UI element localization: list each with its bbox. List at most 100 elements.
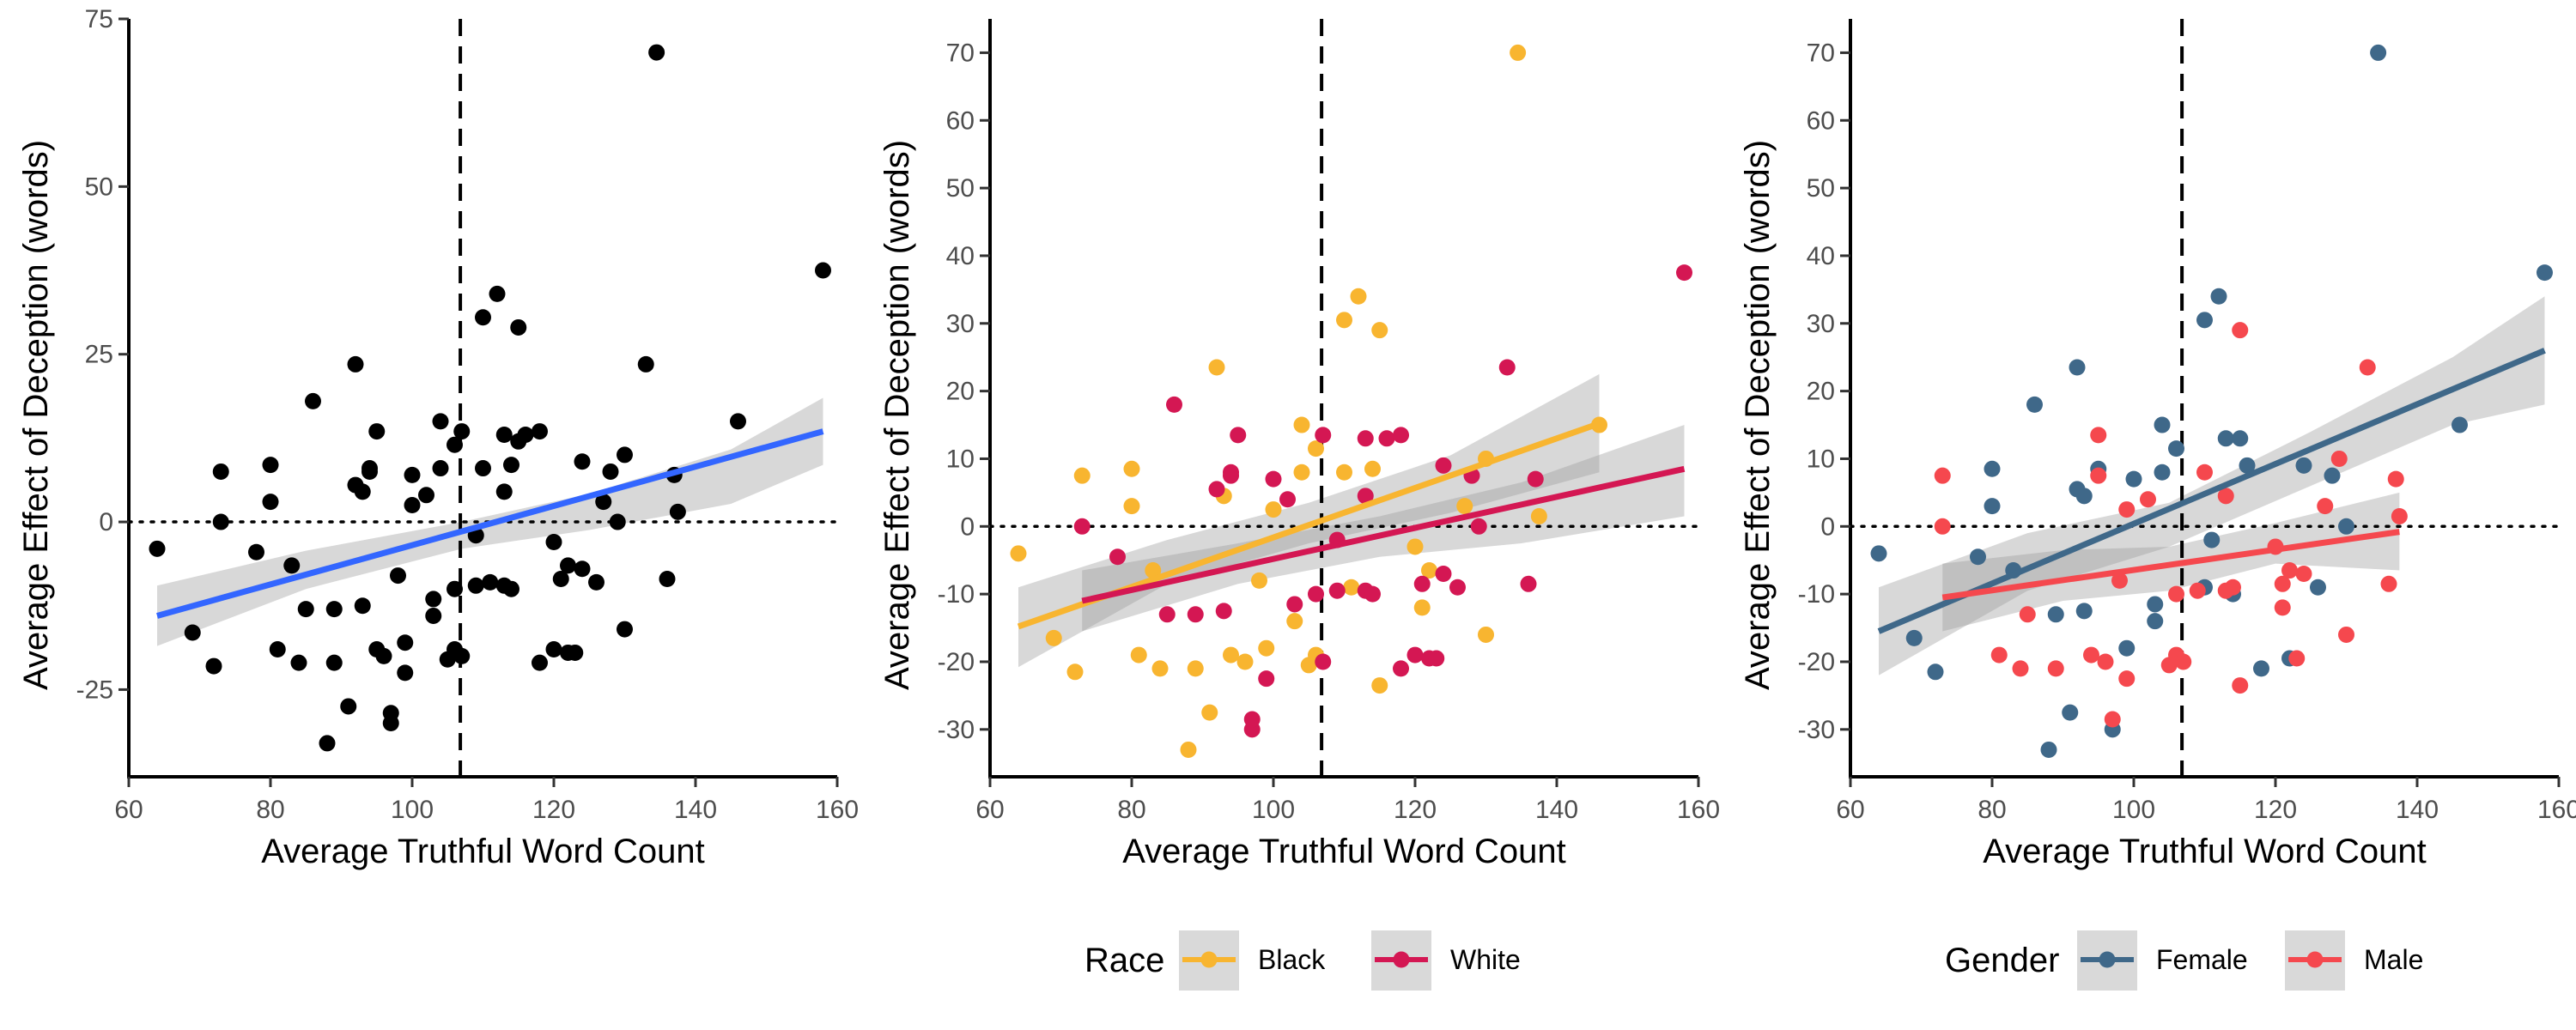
data-point bbox=[2140, 491, 2156, 508]
data-point bbox=[1934, 467, 1951, 484]
y-tick-label: 40 bbox=[1807, 242, 1835, 270]
data-point bbox=[1073, 518, 1091, 535]
data-point bbox=[1371, 322, 1388, 339]
data-point bbox=[1984, 460, 2001, 477]
legend-entry: Black bbox=[1179, 930, 1326, 991]
data-point bbox=[2274, 599, 2291, 616]
data-point bbox=[532, 423, 548, 440]
data-point bbox=[2387, 470, 2404, 488]
y-tick-label: 10 bbox=[946, 445, 975, 473]
y-tick-label: -20 bbox=[938, 648, 975, 676]
chart-panel-3: 60 80 100 120 140 160 -30 -20 -10 0 10 20 30 40 50 60 70… bbox=[1739, 19, 2576, 991]
regression-line-2 bbox=[1081, 465, 1686, 604]
legend-key-point bbox=[1200, 951, 1218, 968]
data-point bbox=[425, 607, 442, 624]
data-point bbox=[1293, 416, 1310, 433]
data-point bbox=[1265, 470, 1282, 488]
data-point bbox=[2040, 741, 2057, 758]
data-point bbox=[1357, 488, 1374, 505]
x-axis-label: Average Truthful Word Count bbox=[261, 833, 705, 870]
data-point bbox=[432, 413, 449, 430]
data-point bbox=[659, 570, 676, 587]
data-point bbox=[2217, 430, 2234, 447]
data-point bbox=[1934, 518, 1951, 535]
data-point bbox=[574, 453, 591, 470]
data-point bbox=[205, 657, 222, 675]
data-point bbox=[1158, 606, 1176, 623]
data-point bbox=[532, 654, 548, 671]
data-point bbox=[453, 423, 471, 440]
data-point bbox=[2196, 312, 2213, 329]
chart-panel-2: 60 80 100 120 140 160 -30 -20 -10 0 10 20 30 40 50 60 70… bbox=[878, 19, 1720, 991]
data-point bbox=[397, 664, 414, 682]
y-tick-label: 60 bbox=[946, 106, 975, 135]
data-point bbox=[730, 413, 746, 430]
y-tick-label: 60 bbox=[1807, 106, 1835, 135]
regression-line-2 bbox=[1941, 529, 2400, 601]
data-point bbox=[1187, 606, 1204, 623]
data-point bbox=[1421, 562, 1437, 579]
x-tick-label: 140 bbox=[1535, 796, 1578, 824]
data-point bbox=[2317, 498, 2334, 515]
data-point bbox=[503, 580, 519, 597]
data-point bbox=[2062, 704, 2079, 721]
data-point bbox=[2338, 626, 2354, 643]
data-point bbox=[560, 557, 576, 574]
data-point bbox=[404, 466, 421, 483]
y-tick-label: 20 bbox=[1807, 378, 1835, 406]
data-point bbox=[1123, 498, 1140, 515]
legend-entry: Female bbox=[2077, 930, 2248, 991]
data-point bbox=[2288, 650, 2306, 667]
y-tick-label: 30 bbox=[946, 310, 975, 338]
data-point bbox=[2047, 660, 2064, 677]
y-tick-label: 50 bbox=[1807, 174, 1835, 203]
data-point bbox=[2083, 646, 2099, 663]
data-point bbox=[1905, 629, 1923, 646]
data-point bbox=[354, 597, 371, 615]
data-point bbox=[1223, 464, 1239, 481]
x-axis-label: Average Truthful Word Count bbox=[1983, 833, 2427, 870]
data-point bbox=[1470, 518, 1487, 535]
data-point bbox=[475, 460, 491, 477]
x-tick-label: 140 bbox=[674, 796, 717, 824]
data-point bbox=[290, 654, 307, 671]
data-point bbox=[354, 483, 371, 500]
data-point bbox=[1406, 538, 1424, 555]
data-point bbox=[1364, 460, 1381, 477]
data-point bbox=[2338, 518, 2354, 535]
data-point bbox=[2380, 575, 2397, 592]
data-point bbox=[1130, 646, 1147, 663]
data-point bbox=[375, 647, 392, 664]
data-point bbox=[617, 446, 633, 464]
y-tick-label: -10 bbox=[938, 580, 975, 609]
data-point bbox=[2537, 264, 2553, 282]
data-point bbox=[1393, 660, 1409, 677]
y-tick-label: -25 bbox=[76, 676, 113, 704]
data-point bbox=[1676, 264, 1692, 282]
data-point bbox=[1343, 579, 1360, 596]
data-point bbox=[637, 355, 654, 373]
data-point bbox=[1371, 677, 1388, 694]
data-point bbox=[212, 513, 229, 530]
data-point bbox=[1010, 545, 1027, 562]
data-point bbox=[1413, 599, 1431, 616]
data-point bbox=[1364, 585, 1381, 603]
data-point bbox=[1215, 603, 1232, 620]
data-point bbox=[2232, 677, 2249, 694]
y-tick-label: -10 bbox=[1798, 580, 1835, 609]
data-point bbox=[305, 392, 321, 409]
data-point bbox=[1456, 498, 1473, 515]
data-point bbox=[447, 436, 463, 453]
data-point bbox=[184, 624, 201, 641]
data-point bbox=[1187, 660, 1204, 677]
data-point bbox=[2281, 562, 2298, 579]
data-point bbox=[325, 654, 343, 671]
data-point bbox=[552, 570, 569, 587]
data-point bbox=[588, 573, 605, 591]
data-point bbox=[2111, 572, 2128, 589]
data-point bbox=[2330, 450, 2348, 467]
data-point bbox=[319, 735, 336, 752]
data-point bbox=[1478, 626, 1494, 643]
x-tick-label: 160 bbox=[816, 796, 859, 824]
data-point bbox=[1357, 430, 1374, 447]
